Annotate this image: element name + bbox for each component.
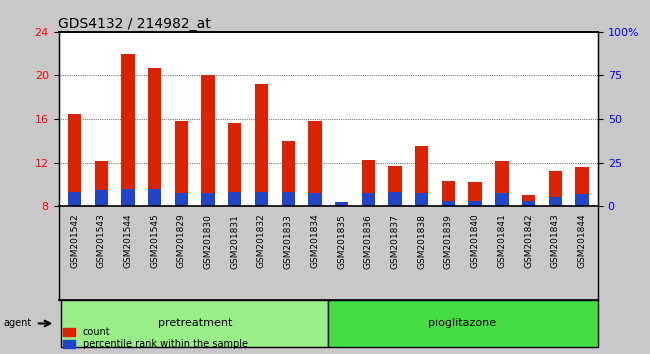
Text: GSM201834: GSM201834 <box>311 214 319 268</box>
Bar <box>148 68 161 206</box>
Text: GSM201838: GSM201838 <box>417 214 426 269</box>
Bar <box>148 189 161 206</box>
Text: pioglitazone: pioglitazone <box>428 319 496 329</box>
Bar <box>388 192 402 206</box>
Bar <box>469 182 482 206</box>
Bar <box>175 121 188 206</box>
Text: GSM201842: GSM201842 <box>524 214 533 268</box>
Bar <box>361 160 375 206</box>
Text: pretreatment: pretreatment <box>157 319 232 329</box>
Legend: count, percentile rank within the sample: count, percentile rank within the sample <box>63 327 248 349</box>
Bar <box>415 193 428 206</box>
Bar <box>228 192 241 206</box>
Bar <box>202 193 214 206</box>
Bar <box>388 166 402 206</box>
Text: GSM201843: GSM201843 <box>551 214 560 268</box>
Bar <box>308 121 322 206</box>
Bar <box>469 201 482 206</box>
Bar <box>308 193 322 206</box>
Text: GSM201841: GSM201841 <box>497 214 506 268</box>
Bar <box>281 192 295 206</box>
Bar <box>415 146 428 206</box>
Bar <box>442 201 455 206</box>
Bar <box>255 84 268 206</box>
Text: GSM201839: GSM201839 <box>444 214 453 269</box>
Bar <box>122 54 135 206</box>
Text: GSM201835: GSM201835 <box>337 214 346 269</box>
Bar <box>495 161 508 206</box>
Text: GSM201829: GSM201829 <box>177 214 186 268</box>
Bar <box>549 198 562 206</box>
Bar <box>202 75 214 206</box>
Bar <box>549 171 562 206</box>
Text: GDS4132 / 214982_at: GDS4132 / 214982_at <box>58 17 211 31</box>
Bar <box>94 190 108 206</box>
Bar <box>575 194 589 206</box>
Text: GSM201831: GSM201831 <box>230 214 239 269</box>
Text: GSM201830: GSM201830 <box>203 214 213 269</box>
Text: GSM201836: GSM201836 <box>364 214 373 269</box>
Text: GSM201544: GSM201544 <box>124 214 133 268</box>
Bar <box>522 201 535 206</box>
Text: GSM201837: GSM201837 <box>391 214 400 269</box>
Text: GSM201844: GSM201844 <box>577 214 586 268</box>
Text: agent: agent <box>3 319 31 329</box>
Bar <box>328 300 598 347</box>
Bar <box>122 189 135 206</box>
Bar <box>68 114 81 206</box>
Bar <box>335 202 348 206</box>
Bar <box>281 141 295 206</box>
Bar <box>94 161 108 206</box>
Bar <box>175 193 188 206</box>
Bar <box>61 300 328 347</box>
Bar <box>522 195 535 206</box>
Bar <box>228 123 241 206</box>
Bar <box>68 192 81 206</box>
Bar <box>335 203 348 206</box>
Bar <box>495 193 508 206</box>
Text: GSM201542: GSM201542 <box>70 214 79 268</box>
Text: GSM201832: GSM201832 <box>257 214 266 268</box>
Text: GSM201545: GSM201545 <box>150 214 159 268</box>
Text: GSM201840: GSM201840 <box>471 214 480 268</box>
Text: GSM201833: GSM201833 <box>283 214 292 269</box>
Bar <box>575 167 589 206</box>
Bar <box>255 192 268 206</box>
Bar <box>442 181 455 206</box>
Bar <box>361 193 375 206</box>
Text: GSM201543: GSM201543 <box>97 214 106 268</box>
